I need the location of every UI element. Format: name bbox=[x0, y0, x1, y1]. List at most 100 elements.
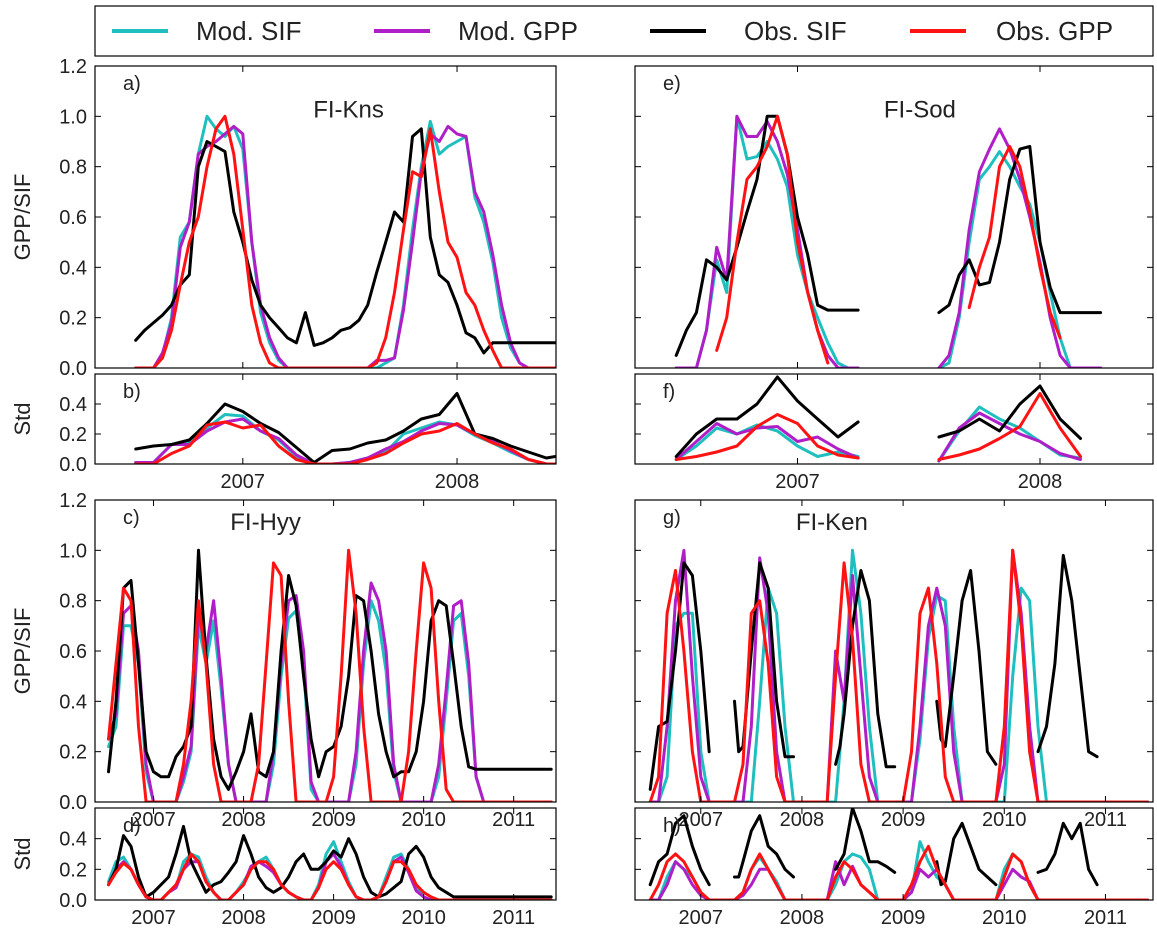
series-line-obs-gpp bbox=[715, 114, 1062, 365]
y-axis-title: Std bbox=[10, 837, 35, 870]
series-line-mod-sif bbox=[107, 599, 553, 802]
y-tick-label: 0.0 bbox=[59, 890, 87, 912]
x-tick-label: 2009 bbox=[311, 809, 356, 831]
panel-frame bbox=[634, 807, 1154, 901]
panel-b: 0.0 0.2 0.4 2007 2008 b) Std bbox=[10, 373, 557, 493]
legend-item-obs-gpp: Obs. GPP bbox=[910, 16, 1113, 46]
y-tick-label: 0.4 bbox=[59, 257, 87, 279]
y-tick-label: 0.2 bbox=[59, 308, 87, 330]
x-tick-label: 2010 bbox=[401, 907, 446, 929]
series-line-obs-gpp bbox=[674, 392, 1082, 461]
series-line-obs-sif bbox=[674, 375, 1082, 458]
series-line-mod-gpp bbox=[674, 411, 1082, 463]
series-line-obs-sif bbox=[134, 127, 556, 355]
series-line-mod-gpp bbox=[648, 860, 1150, 900]
panel-g: 2007 2008 2009 2010 2011 g) FI-Ken bbox=[634, 499, 1154, 831]
x-tick-label: 2007 bbox=[221, 471, 266, 493]
x-tick-label: 2007 bbox=[679, 907, 724, 929]
series-line-obs-gpp bbox=[134, 420, 556, 464]
y-tick-label: 1.0 bbox=[59, 540, 87, 562]
x-tick-label: 2007 bbox=[131, 907, 176, 929]
legend-item-mod-sif: Mod. SIF bbox=[112, 16, 301, 46]
x-tick-label: 2009 bbox=[311, 907, 356, 929]
x-tick-label: 2007 bbox=[131, 809, 176, 831]
panel-title: FI-Kns bbox=[313, 96, 384, 123]
legend-item-mod-gpp: Mod. GPP bbox=[374, 16, 578, 46]
series-line-obs-gpp bbox=[648, 844, 1150, 900]
y-tick-label: 0.6 bbox=[59, 641, 87, 663]
series-group bbox=[107, 548, 553, 802]
panel-label: b) bbox=[123, 381, 141, 403]
series-group bbox=[134, 392, 556, 464]
panel-frame bbox=[634, 499, 1154, 803]
series-group bbox=[674, 375, 1082, 463]
series-line-mod-sif bbox=[648, 840, 1150, 900]
x-tick-label: 2008 bbox=[435, 471, 480, 493]
series-line-obs-sif bbox=[134, 392, 556, 464]
panel-label: d) bbox=[123, 815, 141, 837]
x-tick-label: 2008 bbox=[780, 907, 825, 929]
y-axis-title: GPP/SIF bbox=[10, 608, 35, 695]
y-tick-label: 0.2 bbox=[59, 859, 87, 881]
y-tick-label: 0.8 bbox=[59, 591, 87, 613]
legend-label-mod-gpp: Mod. GPP bbox=[458, 16, 578, 46]
series-group bbox=[134, 114, 556, 368]
panels: 0.00.20.40.60.81.01.2a)FI-KnsGPP/SIF0.00… bbox=[10, 56, 1154, 929]
series-line-obs-sif bbox=[107, 548, 553, 791]
x-tick-label: 2008 bbox=[221, 809, 266, 831]
y-tick-label: 1.2 bbox=[59, 490, 87, 512]
panel-label: f) bbox=[663, 381, 675, 403]
panel-title: FI-Hyy bbox=[230, 509, 301, 536]
panel-a: 0.0 0.2 0.4 0.6 0.8 1.0 1.2 a) FI-Kns GPP/SIF bbox=[10, 56, 557, 380]
legend-frame bbox=[94, 5, 1154, 57]
x-tick-label: 2011 bbox=[492, 907, 535, 929]
panel-title: FI-Sod bbox=[884, 96, 956, 123]
x-tick-label: 2009 bbox=[881, 809, 926, 831]
legend-label-mod-sif: Mod. SIF bbox=[196, 16, 301, 46]
series-line-obs-gpp bbox=[107, 548, 553, 802]
y-tick-label: 0.4 bbox=[59, 829, 87, 851]
x-tick-label: 2007 bbox=[775, 471, 820, 493]
panel-frame bbox=[94, 373, 557, 465]
x-tick-label: 2008 bbox=[780, 809, 825, 831]
legend: Mod. SIF Mod. GPP Obs. SIF Obs. GPP bbox=[94, 5, 1154, 57]
x-tick-label: 2010 bbox=[982, 809, 1027, 831]
x-tick-label: 2007 bbox=[679, 809, 724, 831]
series-group bbox=[648, 808, 1150, 900]
panel-label: a) bbox=[123, 73, 141, 95]
y-axis-title: GPP/SIF bbox=[10, 174, 35, 261]
y-tick-label: 0.8 bbox=[59, 157, 87, 179]
series-line-mod-sif bbox=[134, 114, 556, 368]
legend-label-obs-gpp: Obs. GPP bbox=[996, 16, 1113, 46]
y-tick-label: 0.2 bbox=[59, 742, 87, 764]
panel-label: e) bbox=[663, 73, 681, 95]
panel-label: g) bbox=[663, 507, 681, 529]
panel-f: 2007 2008 f) bbox=[634, 373, 1154, 493]
series-line-obs-sif bbox=[674, 114, 1103, 357]
panel-h: 2007 2008 2009 2010 2011 h) bbox=[634, 807, 1154, 929]
y-tick-label: 0.6 bbox=[59, 207, 87, 229]
series-group bbox=[107, 824, 553, 900]
series-line-mod-sif bbox=[107, 840, 553, 900]
legend-item-obs-sif: Obs. SIF bbox=[650, 16, 847, 46]
series-line-obs-gpp bbox=[648, 548, 1150, 802]
y-tick-label: 0.0 bbox=[59, 358, 87, 380]
series-group bbox=[674, 114, 1103, 368]
series-line-mod-sif bbox=[648, 548, 1150, 802]
legend-label-obs-sif: Obs. SIF bbox=[744, 16, 847, 46]
panel-frame bbox=[94, 807, 557, 901]
y-tick-label: 0.0 bbox=[59, 792, 87, 814]
x-tick-label: 2011 bbox=[492, 809, 535, 831]
x-tick-label: 2008 bbox=[1018, 471, 1063, 493]
y-tick-label: 0.4 bbox=[59, 691, 87, 713]
y-tick-label: 1.2 bbox=[59, 56, 87, 78]
series-line-mod-gpp bbox=[107, 581, 553, 802]
y-tick-label: 1.0 bbox=[59, 106, 87, 128]
y-tick-label: 0.0 bbox=[59, 454, 87, 476]
panel-frame bbox=[634, 373, 1154, 465]
panel-label: c) bbox=[123, 507, 140, 529]
x-tick-label: 2008 bbox=[221, 907, 266, 929]
x-tick-label: 2011 bbox=[1084, 809, 1127, 831]
panel-title: FI-Ken bbox=[796, 509, 868, 536]
